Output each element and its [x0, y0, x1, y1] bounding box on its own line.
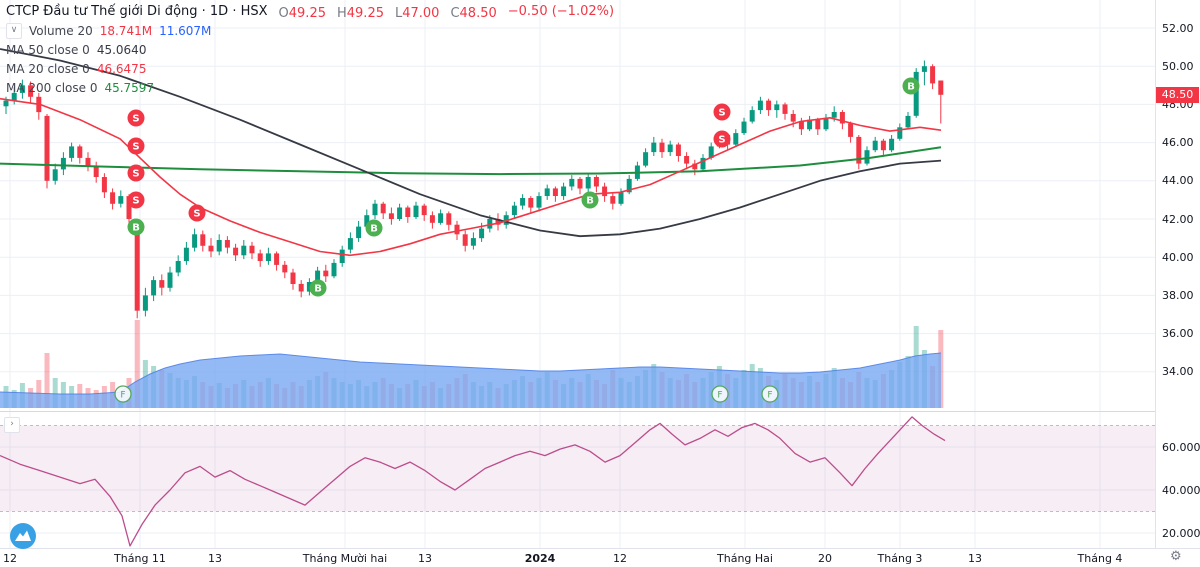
- svg-text:B: B: [314, 284, 322, 295]
- mountain-icon: [15, 530, 31, 541]
- time-axis-label: Tháng Mười hai: [302, 552, 388, 565]
- indicator-pane-expand-button[interactable]: ›: [4, 417, 20, 433]
- price-axis-label: 38.00: [1162, 288, 1194, 302]
- ohlc-low: L47.00: [394, 6, 440, 21]
- price-axis[interactable]: 52.00 50.00 48.00 46.00 44.00 42.00 40.00 38.00…: [1155, 0, 1200, 548]
- volume-ma-value: 11.607M: [159, 23, 212, 38]
- svg-text:B: B: [132, 223, 140, 234]
- ohlc-close: C48.50: [450, 6, 497, 21]
- ma50-legend-row[interactable]: MA 50 close 0 45.0640: [6, 40, 614, 59]
- symbol-title[interactable]: CTCP Đầu tư Thế giới Di động · 1D · HSX: [6, 4, 268, 19]
- svg-text:S: S: [193, 209, 200, 220]
- price-change: −0.50 (−1.02%): [507, 4, 615, 19]
- indicator-axis-label: 40.0000: [1162, 483, 1200, 497]
- svg-text:B: B: [586, 196, 594, 207]
- legend-collapse-button[interactable]: ∨: [6, 22, 22, 39]
- logo-circle: [10, 523, 36, 549]
- ohlc-open: O49.25: [278, 6, 326, 21]
- candles: [3, 60, 944, 319]
- ma20-value: 46.6475: [96, 61, 147, 76]
- time-axis-label: 12: [613, 552, 627, 565]
- svg-text:S: S: [132, 142, 139, 153]
- ma200-value: 45.7597: [104, 80, 155, 95]
- price-axis-label: 44.00: [1162, 174, 1194, 188]
- tradingview-logo[interactable]: [9, 522, 37, 550]
- price-axis-label: 46.00: [1162, 136, 1194, 150]
- time-axis-label: 20: [818, 552, 832, 565]
- time-axis[interactable]: 12 Tháng 11 13 Tháng Mười hai 13 2024 12 Tháng …: [0, 548, 1200, 567]
- svg-text:S: S: [132, 169, 139, 180]
- indicator-axis-label: 20.0000: [1162, 526, 1200, 540]
- time-axis-label: 13: [418, 552, 432, 565]
- ma50-legend-title: MA 50 close 0: [6, 42, 90, 57]
- rsi-band: [0, 425, 1155, 512]
- price-axis-label: 40.00: [1162, 250, 1194, 264]
- time-axis-label: 12: [3, 552, 17, 565]
- ma50-value: 45.0640: [96, 42, 147, 57]
- ma50-line: [0, 48, 942, 238]
- svg-text:S: S: [132, 196, 139, 207]
- time-axis-label: Tháng Hai: [717, 552, 773, 565]
- volume-current-value: 18.741M: [99, 23, 153, 38]
- grid-lines: [0, 0, 1155, 548]
- svg-text:F: F: [767, 391, 772, 401]
- price-axis-label: 36.00: [1162, 327, 1194, 341]
- symbol-row[interactable]: CTCP Đầu tư Thế giới Di động · 1D · HSX …: [6, 2, 614, 21]
- svg-text:B: B: [370, 224, 378, 235]
- price-axis-label: 34.00: [1162, 365, 1194, 379]
- settings-gear-icon[interactable]: ⚙: [1170, 549, 1182, 564]
- svg-text:S: S: [718, 108, 725, 119]
- price-axis-label: 52.00: [1162, 21, 1194, 35]
- trade-markers: S S S S B S B B B S S B: [127, 77, 920, 297]
- time-axis-label: Tháng 11: [114, 552, 166, 565]
- ma200-legend-title: MA 200 close 0: [6, 80, 98, 95]
- price-axis-label: 50.00: [1162, 59, 1194, 73]
- time-axis-label: Tháng 4: [1077, 552, 1123, 565]
- ma200-legend-row[interactable]: MA 200 close 0 45.7597: [6, 78, 614, 97]
- svg-text:S: S: [132, 114, 139, 125]
- ma200-line: [0, 146, 942, 176]
- ohlc-high: H49.25: [336, 6, 384, 21]
- svg-text:F: F: [717, 391, 722, 401]
- chart-legend: CTCP Đầu tư Thế giới Di động · 1D · HSX …: [6, 2, 614, 97]
- volume-legend-title: Volume 20: [29, 23, 93, 38]
- price-axis-label: 42.00: [1162, 212, 1194, 226]
- last-price-badge: 48.50: [1156, 86, 1199, 103]
- time-axis-label: 2024: [524, 552, 556, 565]
- volume-ma-area: [0, 352, 942, 408]
- time-axis-label: Tháng 3: [877, 552, 923, 565]
- svg-text:F: F: [120, 391, 125, 401]
- svg-text:S: S: [718, 135, 725, 146]
- indicator-axis-label: 60.0000: [1162, 440, 1200, 454]
- volume-legend-row[interactable]: ∨ Volume 20 18.741M 11.607M: [6, 21, 614, 40]
- time-axis-label: 13: [208, 552, 222, 565]
- ma20-line: [0, 97, 942, 257]
- rsi-line: [0, 416, 946, 547]
- time-axis-label: 13: [968, 552, 982, 565]
- svg-text:B: B: [907, 82, 915, 93]
- ma20-legend-title: MA 20 close 0: [6, 61, 90, 76]
- ma20-legend-row[interactable]: MA 20 close 0 46.6475: [6, 59, 614, 78]
